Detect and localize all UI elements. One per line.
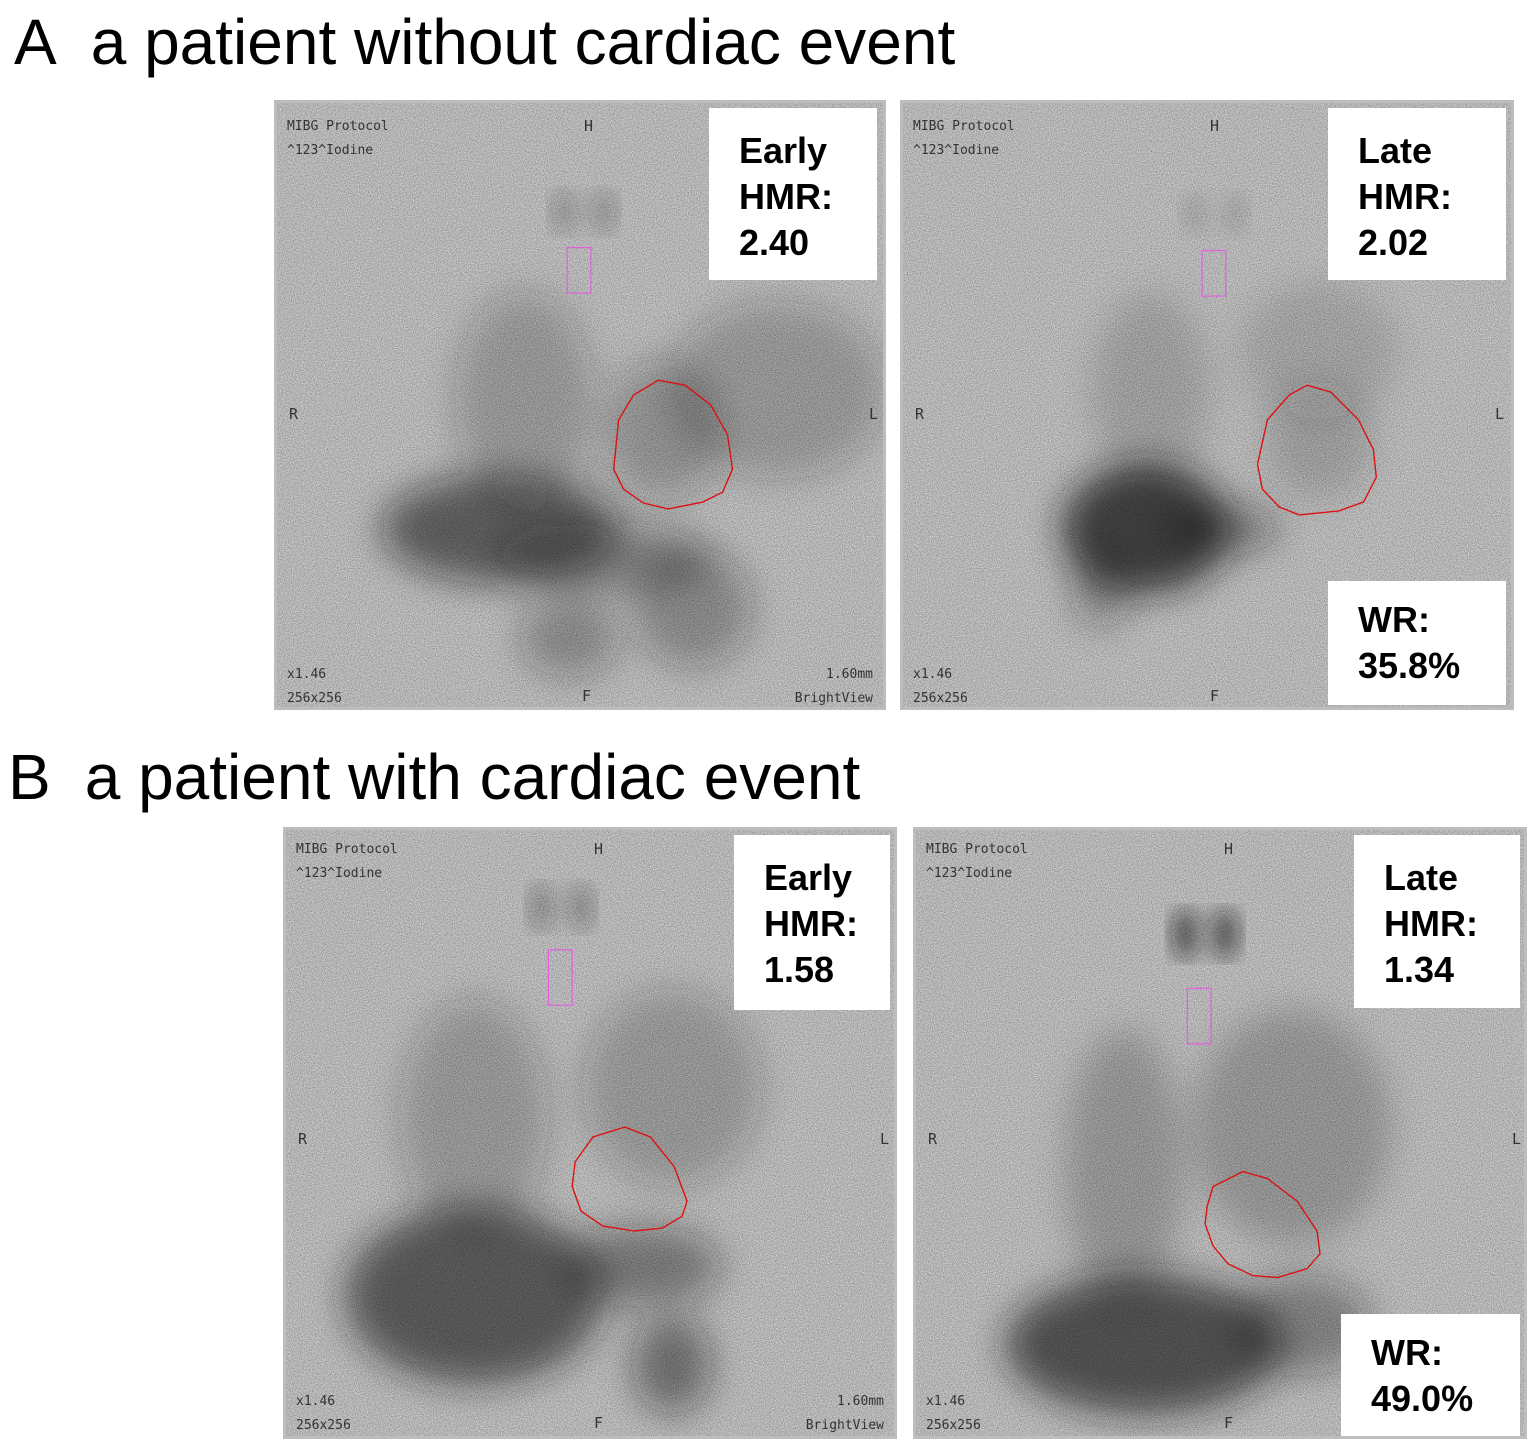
wr-box: WR: 49.0% (1341, 1314, 1520, 1436)
scan-a-late: MIBG Protocol ^123^Iodine H R L F x1.46 … (900, 100, 1514, 710)
zoom-label: x1.46 (926, 1394, 966, 1409)
scan-a-early-image (277, 103, 883, 707)
pixel-size-label: 1.60mm (837, 1394, 884, 1409)
mediastinum-roi (1186, 987, 1212, 1045)
left-marker: L (869, 405, 879, 423)
late-hmr-box: Late HMR: 2.02 (1328, 108, 1506, 280)
wr-label: WR: (1358, 599, 1430, 640)
right-marker: R (298, 1130, 308, 1148)
metric-label: HMR: (1358, 176, 1452, 217)
hmr-value: 1.58 (764, 949, 835, 990)
wr-value: 49.0% (1371, 1378, 1474, 1419)
pixel-size-label: 1.60mm (826, 667, 873, 682)
wr-label: WR: (1371, 1332, 1443, 1373)
zoom-label: x1.46 (296, 1394, 336, 1409)
scan-b-late: MIBG Protocol ^123^Iodine H R L F x1.46 … (913, 827, 1527, 1439)
panel-a-letter: A (14, 6, 57, 78)
protocol-label: MIBG Protocol (926, 842, 1028, 857)
panel-b-letter: B (8, 741, 51, 813)
phase-label: Early (739, 130, 828, 171)
heart-roi (571, 1126, 688, 1232)
late-hmr-box: Late HMR: 1.34 (1354, 835, 1520, 1008)
left-marker: L (880, 1130, 890, 1148)
foot-marker: F (1224, 1414, 1234, 1432)
matrix-label: 256x256 (287, 691, 342, 706)
isotope-label: ^123^Iodine (287, 143, 374, 158)
heart-roi (1204, 1170, 1321, 1279)
left-marker: L (1512, 1130, 1522, 1148)
isotope-label: ^123^Iodine (913, 143, 1000, 158)
metric-label: HMR: (739, 176, 833, 217)
device-label: BrightView (794, 691, 873, 706)
scan-a-early-device: 1.60mm BrightView (794, 663, 873, 707)
foot-marker: F (594, 1414, 604, 1432)
protocol-label: MIBG Protocol (287, 119, 389, 134)
early-hmr-box: Early HMR: 1.58 (734, 835, 890, 1010)
head-marker: H (594, 840, 604, 858)
head-marker: H (1210, 117, 1220, 135)
protocol-label: MIBG Protocol (296, 842, 398, 857)
mediastinum-roi (1201, 249, 1227, 297)
head-marker: H (584, 117, 594, 135)
isotope-label: ^123^Iodine (296, 866, 383, 881)
heart-roi (612, 379, 734, 510)
isotope-label: ^123^Iodine (926, 866, 1013, 881)
foot-marker: F (582, 687, 592, 705)
hmr-value: 2.40 (739, 222, 810, 263)
right-marker: R (928, 1130, 938, 1148)
wr-value: 35.8% (1358, 645, 1461, 686)
phase-label: Late (1384, 857, 1459, 898)
scan-b-early: MIBG Protocol ^123^Iodine H R L F x1.46 … (283, 827, 897, 1439)
scan-b-late-footer: x1.46 256x256 (926, 1390, 981, 1436)
matrix-label: 256x256 (296, 1418, 351, 1433)
scan-a-early-footer: x1.46 256x256 (287, 663, 342, 707)
panel-a-caption: a patient without cardiac event (90, 6, 956, 78)
phase-label: Early (764, 857, 853, 898)
hmr-value: 2.02 (1358, 222, 1429, 263)
device-label: BrightView (805, 1418, 884, 1433)
scan-b-early-image (286, 830, 894, 1436)
scan-a-late-header: MIBG Protocol ^123^Iodine (913, 115, 1015, 163)
metric-label: HMR: (1384, 903, 1478, 944)
scan-b-early-device: 1.60mm BrightView (805, 1390, 884, 1436)
scan-a-early-header: MIBG Protocol ^123^Iodine (287, 115, 389, 163)
metric-label: HMR: (764, 903, 858, 944)
head-marker: H (1224, 840, 1234, 858)
matrix-label: 256x256 (926, 1418, 981, 1433)
hmr-value: 1.34 (1384, 949, 1455, 990)
mediastinum-roi (566, 246, 592, 294)
right-marker: R (289, 405, 299, 423)
phase-label: Late (1358, 130, 1433, 171)
scan-a-early: MIBG Protocol ^123^Iodine H R L F x1.46 … (274, 100, 886, 710)
wr-box: WR: 35.8% (1328, 581, 1506, 705)
panel-b-caption: a patient with cardiac event (84, 741, 861, 813)
scan-b-late-header: MIBG Protocol ^123^Iodine (926, 838, 1028, 886)
zoom-label: x1.46 (287, 667, 327, 682)
protocol-label: MIBG Protocol (913, 119, 1015, 134)
scan-b-early-header: MIBG Protocol ^123^Iodine (296, 838, 398, 886)
scan-b-early-footer: x1.46 256x256 (296, 1390, 351, 1436)
scan-a-late-footer: x1.46 256x256 (913, 663, 968, 707)
early-hmr-box: Early HMR: 2.40 (709, 108, 877, 280)
matrix-label: 256x256 (913, 691, 968, 706)
left-marker: L (1495, 405, 1505, 423)
zoom-label: x1.46 (913, 667, 953, 682)
mediastinum-roi (547, 949, 573, 1006)
foot-marker: F (1210, 687, 1220, 705)
heart-roi (1256, 384, 1378, 516)
right-marker: R (915, 405, 925, 423)
